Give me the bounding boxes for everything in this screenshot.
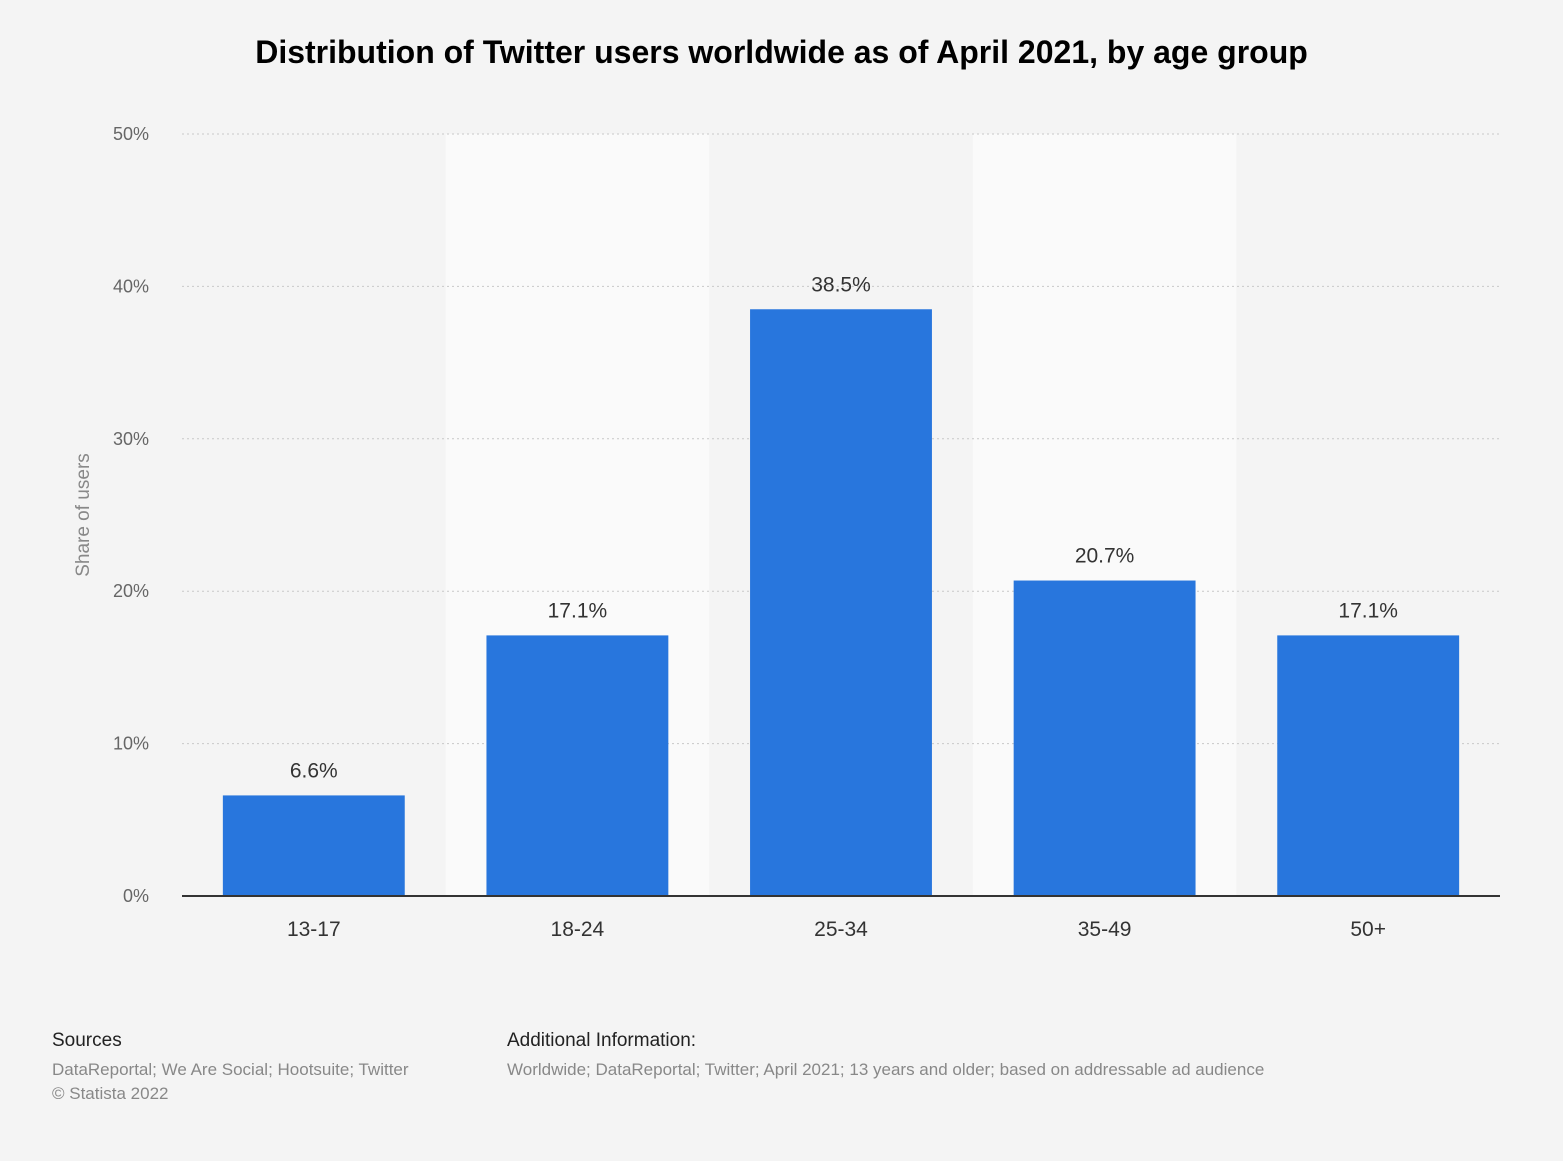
y-tick-label: 50%: [113, 124, 149, 144]
bar-25-34[interactable]: [750, 309, 932, 896]
copyright-text: © Statista 2022: [52, 1084, 169, 1103]
bar-chart: 0% 10% 20% 30% 40% 50% 6.6% 17.1% 38.5% 20.7% 17.…: [73, 124, 1500, 941]
x-tick-label: 25-34: [814, 918, 868, 941]
sources-heading: Sources: [52, 1030, 122, 1051]
bar-13-17[interactable]: [222, 795, 405, 896]
sources-block: Sources DataReportal; We Are Social; Hoo…: [52, 1030, 409, 1106]
value-label: 38.5%: [811, 273, 871, 296]
sources-text[interactable]: DataReportal; We Are Social; Hootsuite; …: [52, 1060, 409, 1079]
additional-info-heading: Additional Information:: [507, 1030, 697, 1051]
bar-18-24[interactable]: [486, 635, 669, 896]
x-tick-label: 50+: [1350, 918, 1386, 941]
x-axis-labels: 13-17 18-24 25-34 35-49 50+: [287, 918, 1386, 941]
bars: [222, 309, 1460, 896]
y-tick-label: 40%: [113, 276, 149, 296]
x-tick-label: 13-17: [287, 918, 341, 941]
x-tick-label: 18-24: [551, 918, 605, 941]
value-label: 20.7%: [1075, 545, 1135, 568]
y-tick-label: 0%: [123, 886, 149, 906]
value-label: 17.1%: [548, 599, 608, 622]
x-tick-label: 35-49: [1078, 918, 1132, 941]
value-labels: 6.6% 17.1% 38.5% 20.7% 17.1%: [290, 273, 1398, 782]
y-tick-label: 10%: [113, 734, 149, 754]
y-axis-title: Share of users: [73, 453, 94, 577]
additional-info-text: Worldwide; DataReportal; Twitter; April …: [507, 1060, 1265, 1079]
bar-35-49[interactable]: [1013, 580, 1196, 896]
y-axis-ticks: 0% 10% 20% 30% 40% 50%: [113, 124, 149, 906]
y-tick-label: 30%: [113, 429, 149, 449]
chart-title: Distribution of Twitter users worldwide …: [255, 34, 1308, 70]
additional-info-block: Additional Information: Worldwide; DataR…: [507, 1030, 1264, 1082]
bar-50+[interactable]: [1277, 635, 1460, 896]
value-label: 6.6%: [290, 759, 338, 782]
value-label: 17.1%: [1338, 599, 1398, 622]
y-tick-label: 20%: [113, 581, 149, 601]
